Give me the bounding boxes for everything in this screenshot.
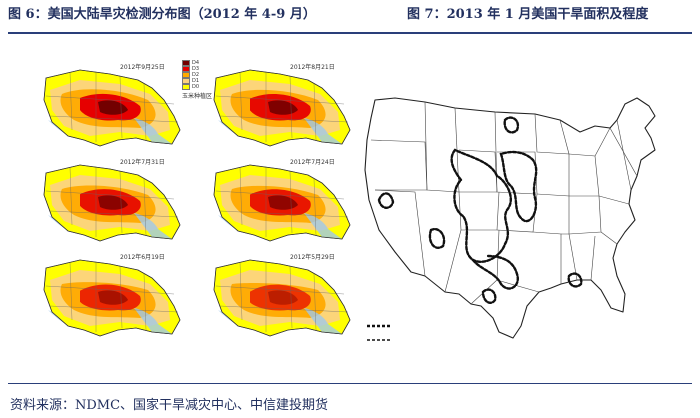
- legend-swatch-d4: [182, 60, 190, 66]
- drought-panel-6: 2012年5月29日: [210, 250, 360, 338]
- figure-6-title: 图 6：美国大陆旱灾检测分布图（2012 年 4-9 月）: [8, 7, 316, 22]
- legend-label-d1: D1: [192, 78, 200, 84]
- drought-panel-date: 2012年8月21日: [290, 64, 335, 71]
- drought-boundaries: [377, 116, 583, 304]
- map-legend: [367, 324, 391, 341]
- legend-row-d4: D4: [182, 60, 216, 66]
- drought-panel-map: [213, 259, 351, 337]
- drought-panel-map: [213, 69, 351, 147]
- legend-label-d2: D2: [192, 72, 200, 78]
- drought-panel-date: 2012年6月19日: [120, 254, 165, 261]
- legend-label-d4: D4: [192, 60, 200, 66]
- legend-row-d0: D0: [182, 84, 216, 90]
- drought-panel-3: 2012年7月31日: [40, 155, 190, 243]
- drought-panel-map: [43, 259, 181, 337]
- drought-panel-map: [43, 164, 181, 242]
- legend-swatch-d0: [182, 84, 190, 90]
- us-map-svg: [364, 97, 656, 341]
- drought-panel-date: 2012年5月29日: [290, 254, 335, 261]
- legend-corn-belt: 玉米种植区: [182, 93, 213, 100]
- drought-panel-1: 2012年9月25日: [40, 60, 190, 148]
- legend-row-d2: D2: [182, 72, 216, 78]
- drought-panel-2: 2012年8月21日: [210, 60, 360, 148]
- legend-row-d3: D3: [182, 66, 216, 72]
- drought-panel-date: 2012年7月31日: [120, 159, 165, 166]
- us-drought-map-jan-2013: [355, 80, 675, 352]
- top-divider: [8, 32, 692, 34]
- legend-swatch-d2: [182, 72, 190, 78]
- drought-panel-map: [213, 164, 351, 242]
- bottom-divider: [8, 383, 692, 384]
- legend-label-d0: D0: [192, 84, 200, 90]
- figure-7-title: 图 7：2013 年 1 月美国干旱面积及程度: [407, 7, 649, 22]
- legend-row-d1: D1: [182, 78, 216, 84]
- legend-swatch-d1: [182, 78, 190, 84]
- legend-swatch-d3: [182, 66, 190, 72]
- source-note: 资料来源：NDMC、国家干旱减灾中心、中信建投期货: [10, 398, 329, 413]
- legend-label-d3: D3: [192, 66, 200, 72]
- drought-panel-5: 2012年6月19日: [40, 250, 190, 338]
- drought-panel-4: 2012年7月24日: [210, 155, 360, 243]
- drought-panel-date: 2012年7月24日: [290, 159, 335, 166]
- drought-legend: D4 D3 D2 D1 D0 玉米种植区: [182, 60, 216, 100]
- us-outline: [364, 97, 656, 339]
- drought-panel-date: 2012年9月25日: [120, 64, 165, 71]
- drought-panel-map: [43, 69, 181, 147]
